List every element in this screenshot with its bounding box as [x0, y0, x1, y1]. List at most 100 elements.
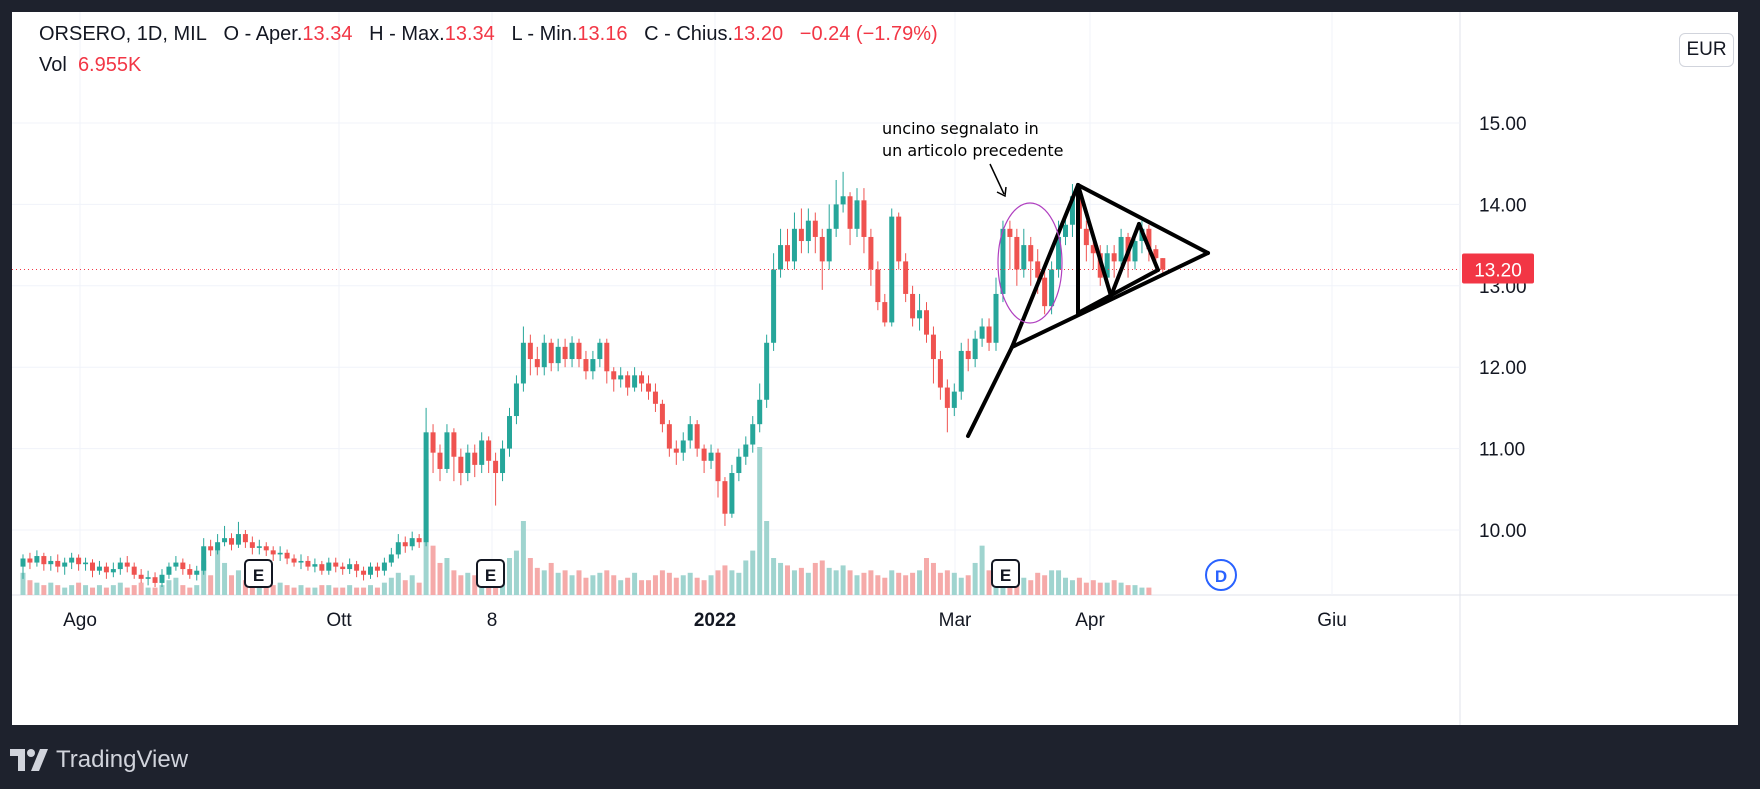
dividend-marker[interactable]: [1205, 559, 1237, 591]
high-value: 13.34: [444, 23, 495, 45]
volume-bar: [402, 580, 408, 595]
candle-body: [555, 346, 561, 364]
volume-bar: [166, 580, 172, 595]
volume-bar: [395, 572, 401, 595]
tradingview-logo[interactable]: TradingView: [10, 744, 188, 776]
annotation-text: un articolo precedente: [882, 141, 1064, 160]
candle-body: [701, 448, 707, 461]
candle-body: [924, 310, 929, 335]
candle-body: [395, 542, 401, 555]
candle-body: [374, 566, 380, 571]
candle-body: [882, 302, 888, 323]
volume-bar: [76, 582, 82, 595]
volume-bar: [611, 575, 617, 595]
trendline-annotation: [966, 345, 1014, 438]
candle-body: [83, 562, 89, 565]
volume-bar: [340, 587, 346, 595]
candle-body: [597, 342, 603, 360]
candle-body: [986, 326, 992, 343]
volume-bar: [256, 582, 262, 595]
volume-bar: [743, 560, 749, 595]
volume-bar: [145, 587, 151, 595]
candle-body: [194, 570, 200, 575]
volume-bar: [347, 585, 353, 595]
volume-bar: [680, 575, 686, 595]
candle-body: [368, 566, 373, 575]
candle-body: [1153, 249, 1159, 259]
candle-body: [493, 460, 499, 474]
candle-body: [1069, 196, 1075, 225]
candle-body: [708, 452, 714, 461]
earnings-marker[interactable]: [244, 559, 273, 588]
volume-bar: [604, 570, 610, 595]
candle-body: [34, 556, 40, 563]
earnings-marker[interactable]: [476, 559, 505, 588]
volume-bar: [618, 580, 624, 595]
candle-body: [388, 554, 394, 563]
candle-body: [757, 399, 763, 425]
candle-body: [826, 228, 832, 262]
candle-body: [618, 375, 624, 380]
candle-body: [291, 558, 297, 563]
volume-bar: [159, 585, 165, 595]
volume-bar: [785, 565, 790, 595]
candle-body: [520, 342, 526, 384]
volume-bar: [868, 570, 874, 595]
candle-body: [451, 432, 457, 457]
candle-body: [722, 481, 728, 514]
volume-bar: [548, 562, 554, 595]
candle-body: [930, 334, 936, 360]
volume-bar: [1125, 585, 1131, 595]
volume-bar: [652, 575, 658, 595]
candle-body: [590, 359, 596, 372]
volume-bar: [687, 572, 693, 595]
volume-bar: [625, 577, 631, 595]
y-tick-label: 12.00: [1479, 358, 1527, 379]
volume-bar: [27, 580, 33, 595]
candle-body: [131, 566, 137, 575]
candle-body: [576, 342, 582, 360]
trendline-annotation: [1137, 222, 1160, 272]
candle-body: [319, 564, 325, 571]
currency-button[interactable]: EUR: [1679, 33, 1734, 67]
volume-bar: [757, 447, 763, 595]
candle-body: [326, 562, 332, 571]
volume-bar: [812, 562, 818, 595]
x-tick-label: Ott: [326, 610, 352, 631]
volume-bar: [444, 558, 450, 595]
candle-body: [312, 564, 318, 567]
candle-body: [472, 452, 478, 465]
candle-body: [833, 204, 839, 229]
candle-body: [979, 326, 985, 339]
earnings-marker[interactable]: [991, 559, 1020, 588]
symbol-label[interactable]: ORSERO, 1D, MIL: [39, 23, 207, 45]
candle-body: [27, 558, 33, 563]
candle-body: [812, 220, 818, 237]
candle-body: [736, 456, 742, 474]
volume-bar: [1146, 587, 1152, 595]
candle-body: [166, 566, 172, 575]
volume-bar: [138, 582, 144, 595]
x-tick-label: Ago: [63, 610, 97, 631]
volume-bar: [326, 585, 332, 595]
volume-bar: [1139, 587, 1145, 595]
candle-body: [743, 444, 749, 457]
candle-body: [152, 577, 158, 583]
x-tick-label: Mar: [939, 610, 972, 631]
candle-body: [958, 350, 964, 392]
volume-bar: [374, 587, 380, 595]
candle-body: [110, 569, 116, 573]
candle-body: [1063, 224, 1068, 237]
volume-bar: [673, 577, 679, 595]
candle-body: [604, 342, 610, 372]
volume-bar: [847, 570, 853, 595]
candle-body: [284, 552, 290, 559]
candle-body: [256, 546, 262, 548]
candle-body: [69, 557, 75, 563]
trendline-annotation: [1010, 183, 1080, 349]
volume-bar: [1021, 577, 1027, 595]
volume-bar: [1056, 570, 1062, 595]
brand-name: TradingView: [56, 746, 189, 773]
candle-body: [1014, 236, 1020, 270]
